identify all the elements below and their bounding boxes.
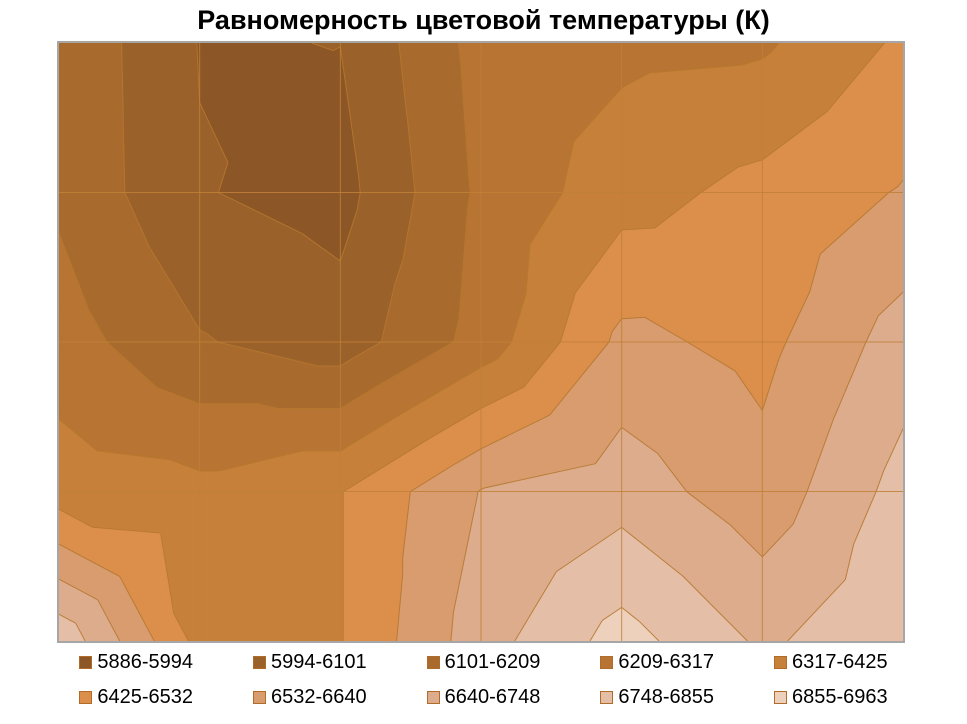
- legend-swatch-icon: [253, 690, 267, 704]
- chart-title: Равномерность цветовой температуры (К): [197, 5, 770, 35]
- legend-item: 6640-6748: [426, 686, 541, 708]
- legend-item: 5886-5994: [79, 652, 193, 672]
- legend-label: 6532-6640: [271, 686, 367, 708]
- legend-row-1: 5886-5994 5994-6101 6101-6209 6209-6317 …: [79, 649, 888, 675]
- legend-row-2: 6425-6532 6532-6640 6640-6748 6748-6855 …: [79, 684, 888, 710]
- legend-swatch-icon: [773, 655, 787, 669]
- legend: 5886-5994 5994-6101 6101-6209 6209-6317 …: [0, 649, 967, 710]
- legend-label: 6101-6209: [444, 651, 541, 673]
- legend-item: 6748-6855: [600, 687, 714, 707]
- legend-swatch-icon: [426, 655, 440, 669]
- legend-label: 6748-6855: [618, 686, 714, 708]
- legend-item: 6532-6640: [253, 687, 367, 707]
- legend-item: 6101-6209: [426, 651, 541, 673]
- legend-item: 6317-6425: [773, 651, 888, 673]
- contour-plot: [59, 43, 903, 641]
- legend-swatch-icon: [600, 655, 614, 669]
- legend-swatch-icon: [253, 655, 267, 669]
- legend-swatch-icon: [600, 690, 614, 704]
- legend-label: 5994-6101: [271, 651, 367, 673]
- legend-label: 5886-5994: [97, 651, 194, 673]
- legend-swatch-icon: [773, 690, 787, 704]
- legend-item: 6209-6317: [600, 652, 714, 672]
- legend-item: 5994-6101: [253, 652, 367, 672]
- legend-item: 6855-6963: [773, 686, 888, 708]
- legend-swatch-icon: [79, 690, 93, 704]
- plot-area: [57, 41, 905, 643]
- legend-swatch-icon: [79, 655, 93, 669]
- legend-swatch-icon: [426, 690, 440, 704]
- legend-label: 6317-6425: [791, 651, 888, 673]
- legend-item: 6425-6532: [79, 687, 193, 707]
- legend-label: 6855-6963: [791, 686, 888, 708]
- legend-label: 6209-6317: [618, 651, 714, 673]
- legend-label: 6640-6748: [444, 686, 541, 708]
- legend-label: 6425-6532: [97, 686, 194, 708]
